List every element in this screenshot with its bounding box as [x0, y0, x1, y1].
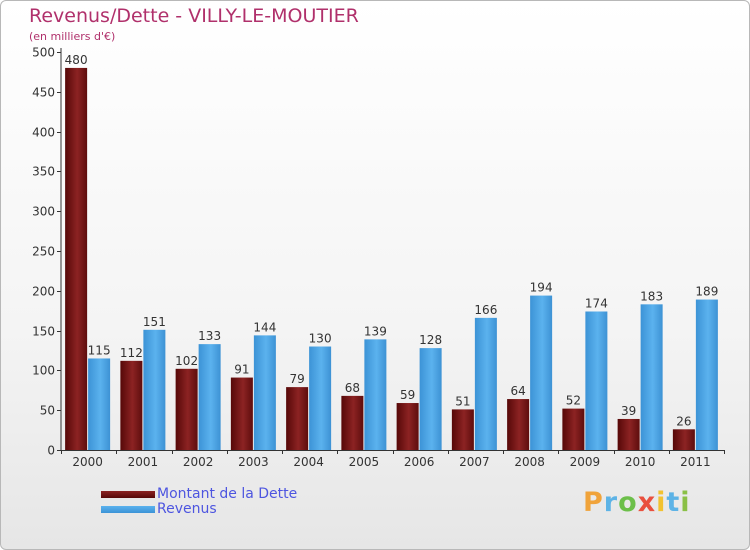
data-label-debt: 91 — [234, 363, 249, 377]
data-label-revenus: 194 — [530, 281, 553, 295]
bar-debt — [175, 368, 198, 450]
x-tick-label: 2005 — [349, 455, 380, 469]
y-tick-label: 150 — [32, 325, 55, 339]
legend-item-debt: Montant de la Dette — [101, 487, 297, 502]
legend-swatch-revenus — [101, 506, 155, 513]
x-tick-label: 2009 — [570, 455, 601, 469]
y-tick-label: 50 — [40, 404, 55, 418]
logo-letter: r — [603, 487, 619, 518]
data-label-revenus: 130 — [309, 332, 332, 346]
legend-label-debt: Montant de la Dette — [157, 486, 298, 502]
x-tick-label: 2004 — [293, 455, 324, 469]
legend-swatch-debt — [101, 491, 155, 498]
bar-debt — [286, 387, 309, 450]
data-label-revenus: 133 — [198, 329, 221, 343]
data-label-revenus: 174 — [585, 296, 608, 310]
data-label-debt: 39 — [621, 404, 636, 418]
y-tick-label: 100 — [32, 364, 55, 378]
x-tick-label: 2007 — [459, 455, 490, 469]
x-tick-label: 2003 — [238, 455, 269, 469]
y-tick-label: 450 — [32, 86, 55, 100]
data-label-revenus: 115 — [88, 343, 111, 357]
logo-letter: i — [680, 487, 691, 518]
data-label-debt: 64 — [510, 384, 525, 398]
x-tick-label: 2000 — [72, 455, 103, 469]
logo-letter: o — [618, 487, 638, 518]
data-label-debt: 51 — [455, 394, 470, 408]
y-tick-label: 300 — [32, 205, 55, 219]
bar-revenus — [309, 346, 332, 450]
bar-debt — [562, 408, 585, 450]
bar-debt — [65, 67, 88, 451]
bar-revenus — [585, 311, 608, 450]
data-label-revenus: 183 — [640, 289, 663, 303]
legend-label-revenus: Revenus — [157, 501, 217, 517]
data-label-debt: 480 — [65, 53, 88, 67]
bar-revenus — [640, 304, 663, 450]
data-label-debt: 112 — [120, 346, 143, 360]
chart-legend: Montant de la Dette Revenus — [101, 487, 297, 517]
bar-debt — [617, 418, 640, 450]
bar-revenus — [530, 295, 553, 450]
bar-debt — [396, 403, 419, 450]
bar-revenus — [474, 317, 497, 450]
data-label-debt: 26 — [676, 414, 691, 428]
y-tick-label: 350 — [32, 165, 55, 179]
bar-revenus — [143, 329, 166, 450]
data-label-revenus: 166 — [474, 303, 497, 317]
bar-debt — [230, 377, 253, 450]
logo-letter: x — [637, 487, 657, 518]
y-tick-label: 200 — [32, 285, 55, 299]
y-tick-label: 250 — [32, 245, 55, 259]
proxiti-logo: Proxiti — [583, 487, 691, 518]
y-tick-label: 400 — [32, 126, 55, 140]
x-tick-label: 2006 — [404, 455, 435, 469]
bar-debt — [451, 409, 474, 450]
bar-revenus — [198, 344, 221, 450]
x-tick-label: 2010 — [625, 455, 656, 469]
data-label-revenus: 139 — [364, 324, 387, 338]
x-tick-label: 2002 — [183, 455, 214, 469]
bar-revenus — [253, 335, 276, 450]
logo-letter: P — [583, 487, 604, 518]
data-label-debt: 68 — [345, 381, 360, 395]
data-label-revenus: 151 — [143, 315, 166, 329]
data-label-revenus: 189 — [695, 285, 718, 299]
bar-debt — [672, 429, 695, 450]
chart-title: Revenus/Dette - VILLY-LE-MOUTIER — [29, 5, 359, 27]
bar-revenus — [419, 348, 442, 450]
bar-debt — [507, 399, 530, 450]
data-label-debt: 102 — [175, 354, 198, 368]
y-tick-label: 0 — [47, 444, 55, 458]
bar-debt — [341, 395, 364, 450]
bar-revenus — [88, 358, 111, 450]
logo-letter: i — [656, 487, 667, 518]
data-label-revenus: 144 — [253, 320, 276, 334]
legend-item-revenus: Revenus — [101, 502, 297, 517]
chart-subtitle: (en milliers d'€) — [29, 30, 116, 43]
data-label-revenus: 128 — [419, 333, 442, 347]
bar-revenus — [695, 299, 718, 450]
x-tick-label: 2008 — [514, 455, 545, 469]
y-tick-label: 500 — [32, 46, 55, 60]
data-label-debt: 79 — [289, 372, 304, 386]
bar-debt — [120, 360, 143, 450]
data-label-debt: 59 — [400, 388, 415, 402]
x-tick-label: 2001 — [128, 455, 159, 469]
data-label-debt: 52 — [566, 394, 581, 408]
logo-letter: t — [666, 487, 681, 518]
x-tick-label: 2011 — [680, 455, 711, 469]
bar-revenus — [364, 339, 387, 450]
